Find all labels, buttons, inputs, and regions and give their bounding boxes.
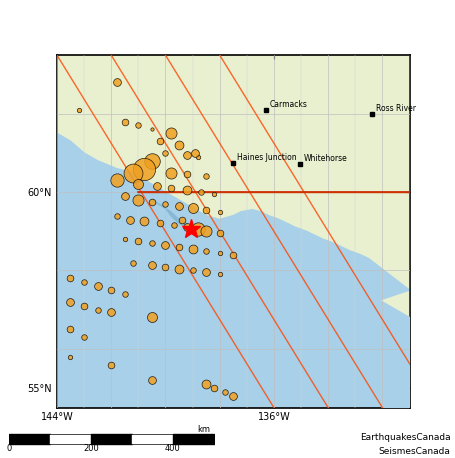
Point bbox=[121, 290, 128, 298]
Point bbox=[67, 326, 74, 333]
Point bbox=[229, 251, 237, 258]
Point bbox=[229, 392, 237, 399]
Point bbox=[183, 151, 191, 158]
Point bbox=[167, 169, 174, 176]
Point bbox=[107, 308, 115, 315]
Text: 400: 400 bbox=[165, 444, 181, 453]
Point bbox=[157, 137, 164, 145]
Text: 200: 200 bbox=[83, 444, 99, 453]
Point bbox=[81, 333, 88, 341]
Point bbox=[126, 216, 134, 223]
Polygon shape bbox=[247, 224, 410, 408]
Point bbox=[189, 204, 196, 212]
Point bbox=[189, 245, 196, 252]
Point bbox=[192, 149, 199, 157]
Point bbox=[148, 314, 156, 321]
Polygon shape bbox=[57, 55, 410, 408]
Point bbox=[107, 286, 115, 294]
Point bbox=[154, 183, 161, 190]
Point bbox=[183, 224, 191, 231]
Point bbox=[211, 384, 218, 392]
Text: Haines Junction: Haines Junction bbox=[237, 153, 297, 162]
Point bbox=[162, 241, 169, 249]
Point bbox=[175, 202, 182, 209]
Point bbox=[420, 63, 427, 71]
Point bbox=[121, 192, 128, 200]
Polygon shape bbox=[57, 55, 410, 408]
Point bbox=[94, 306, 101, 313]
Point bbox=[216, 271, 223, 278]
Point bbox=[170, 222, 177, 229]
Text: Ross River: Ross River bbox=[375, 104, 415, 113]
Point bbox=[162, 263, 169, 270]
Point bbox=[216, 229, 223, 237]
Point bbox=[140, 165, 147, 172]
Point bbox=[67, 353, 74, 360]
Point bbox=[148, 126, 156, 133]
Point bbox=[121, 118, 128, 125]
Point bbox=[81, 278, 88, 286]
Point bbox=[183, 186, 191, 194]
Point bbox=[67, 275, 74, 282]
Point bbox=[216, 249, 223, 256]
Point bbox=[81, 302, 88, 310]
Point bbox=[135, 237, 142, 245]
Point bbox=[211, 191, 218, 198]
Point bbox=[202, 269, 210, 276]
Point bbox=[148, 157, 156, 164]
Point bbox=[148, 198, 156, 206]
Point bbox=[202, 381, 210, 388]
Point bbox=[135, 196, 142, 204]
Point bbox=[167, 130, 174, 137]
Point bbox=[411, 79, 419, 86]
Point bbox=[157, 220, 164, 227]
Point bbox=[189, 267, 196, 274]
Point bbox=[162, 149, 169, 157]
Point bbox=[75, 106, 82, 114]
Point bbox=[178, 216, 185, 223]
Point bbox=[148, 261, 156, 268]
Point bbox=[129, 259, 136, 266]
Text: Whitehorse: Whitehorse bbox=[303, 154, 348, 163]
Point bbox=[194, 153, 202, 160]
Point bbox=[216, 208, 223, 215]
Point bbox=[167, 185, 174, 192]
Point bbox=[107, 361, 115, 368]
Point bbox=[202, 247, 210, 255]
Text: EarthquakesCanada: EarthquakesCanada bbox=[360, 433, 450, 442]
Point bbox=[148, 240, 156, 247]
Point bbox=[428, 71, 435, 78]
Point bbox=[175, 142, 182, 149]
Point bbox=[113, 177, 120, 184]
Point bbox=[197, 188, 204, 196]
Point bbox=[113, 212, 120, 219]
Polygon shape bbox=[57, 55, 410, 408]
Point bbox=[202, 173, 210, 180]
Point bbox=[94, 283, 101, 290]
Point bbox=[183, 171, 191, 178]
Text: SeismesCanada: SeismesCanada bbox=[379, 447, 450, 456]
Point bbox=[175, 265, 182, 272]
Point bbox=[67, 298, 74, 305]
Point bbox=[194, 226, 202, 233]
Point bbox=[175, 243, 182, 251]
Point bbox=[148, 376, 156, 384]
Text: Carmacks: Carmacks bbox=[270, 100, 308, 109]
Point bbox=[140, 218, 147, 225]
Point bbox=[222, 388, 229, 396]
Point bbox=[135, 122, 142, 129]
Point bbox=[162, 200, 169, 207]
Point bbox=[202, 206, 210, 213]
Point bbox=[113, 79, 120, 86]
Point bbox=[202, 228, 210, 235]
Point bbox=[135, 180, 142, 188]
Text: km: km bbox=[197, 425, 210, 434]
Polygon shape bbox=[152, 200, 192, 231]
Point bbox=[129, 169, 136, 176]
Point bbox=[121, 235, 128, 243]
Text: 0: 0 bbox=[6, 444, 12, 453]
